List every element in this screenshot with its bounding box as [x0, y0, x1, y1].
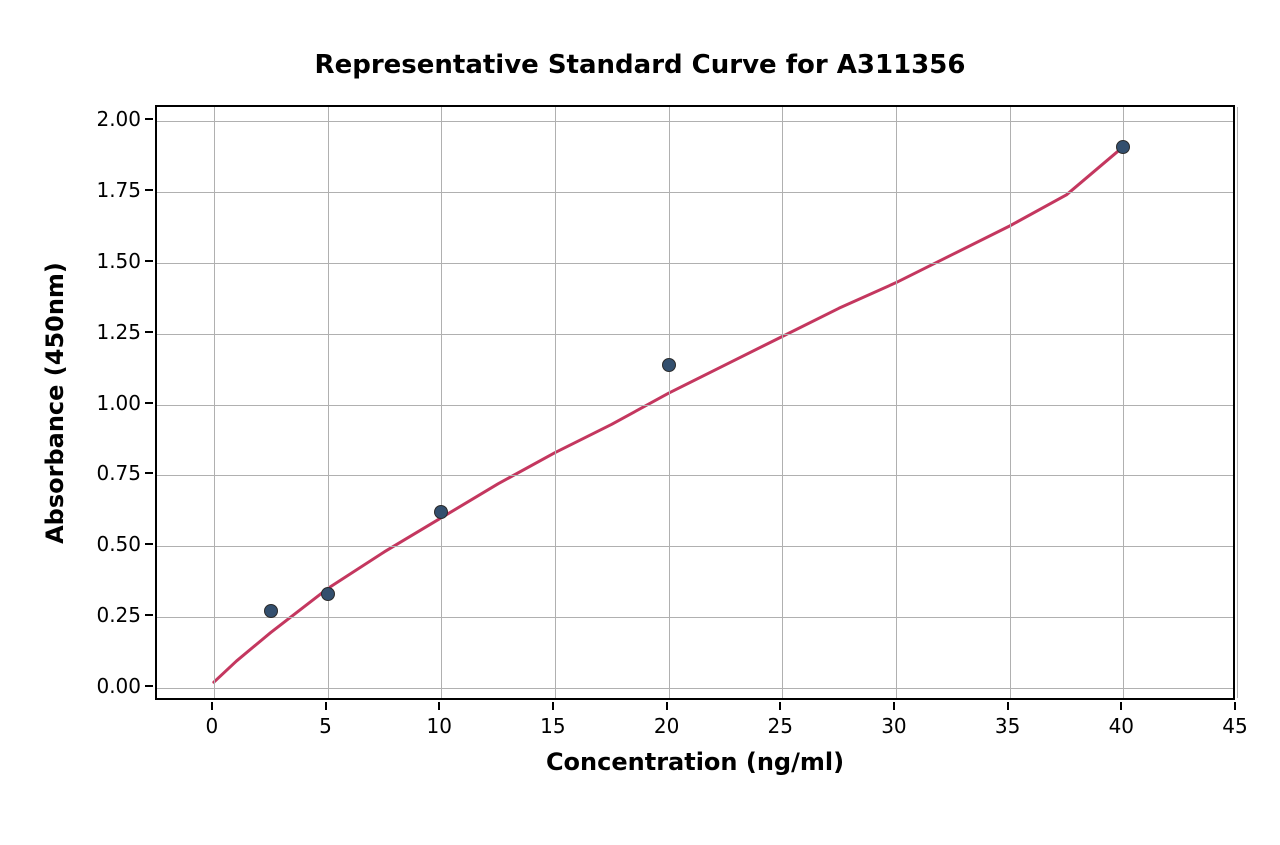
grid-line-vertical [555, 107, 556, 698]
y-tick-label: 1.50 [96, 249, 141, 273]
grid-line-horizontal [157, 263, 1233, 264]
y-tick-label: 2.00 [96, 107, 141, 131]
y-tick-label: 1.00 [96, 391, 141, 415]
x-tick [893, 702, 895, 710]
y-axis-label: Absorbance (450nm) [41, 253, 69, 553]
grid-line-horizontal [157, 121, 1233, 122]
x-tick-label: 35 [995, 714, 1020, 738]
y-tick-label: 0.75 [96, 461, 141, 485]
y-tick [145, 402, 153, 404]
x-tick-label: 20 [654, 714, 679, 738]
y-tick-label: 1.75 [96, 178, 141, 202]
y-tick [145, 685, 153, 687]
grid-line-vertical [1237, 107, 1238, 698]
chart-title: Representative Standard Curve for A31135… [0, 50, 1280, 80]
x-tick [1234, 702, 1236, 710]
grid-line-vertical [441, 107, 442, 698]
y-tick [145, 331, 153, 333]
grid-line-vertical [669, 107, 670, 698]
x-axis-label: Concentration (ng/ml) [155, 748, 1235, 776]
y-tick [145, 118, 153, 120]
chart-container: Representative Standard Curve for A31135… [0, 0, 1280, 845]
grid-line-horizontal [157, 688, 1233, 689]
grid-line-horizontal [157, 334, 1233, 335]
x-tick-label: 5 [319, 714, 332, 738]
grid-line-horizontal [157, 475, 1233, 476]
x-tick [1007, 702, 1009, 710]
x-tick-label: 30 [881, 714, 906, 738]
y-tick-label: 1.25 [96, 320, 141, 344]
y-tick [145, 260, 153, 262]
x-tick-label: 15 [540, 714, 565, 738]
x-tick [552, 702, 554, 710]
x-tick-label: 40 [1109, 714, 1134, 738]
grid-line-vertical [328, 107, 329, 698]
y-tick [145, 189, 153, 191]
y-tick [145, 472, 153, 474]
data-point [1116, 140, 1130, 154]
y-tick [145, 543, 153, 545]
data-point [264, 604, 278, 618]
x-tick-label: 25 [768, 714, 793, 738]
y-tick-label: 0.50 [96, 532, 141, 556]
x-tick [438, 702, 440, 710]
grid-line-vertical [1123, 107, 1124, 698]
x-tick [779, 702, 781, 710]
x-tick-label: 45 [1222, 714, 1247, 738]
grid-line-vertical [1010, 107, 1011, 698]
grid-line-vertical [896, 107, 897, 698]
y-tick [145, 614, 153, 616]
x-tick-label: 0 [205, 714, 218, 738]
grid-line-horizontal [157, 617, 1233, 618]
grid-line-horizontal [157, 546, 1233, 547]
x-tick [666, 702, 668, 710]
data-point [662, 358, 676, 372]
curve-line [157, 107, 1233, 698]
data-point [434, 505, 448, 519]
x-tick [1120, 702, 1122, 710]
x-tick [325, 702, 327, 710]
y-tick-label: 0.25 [96, 603, 141, 627]
grid-line-horizontal [157, 192, 1233, 193]
grid-line-horizontal [157, 405, 1233, 406]
grid-line-vertical [214, 107, 215, 698]
y-tick-label: 0.00 [96, 674, 141, 698]
x-tick-label: 10 [426, 714, 451, 738]
data-point [321, 587, 335, 601]
grid-line-vertical [782, 107, 783, 698]
x-tick [211, 702, 213, 710]
plot-area [155, 105, 1235, 700]
